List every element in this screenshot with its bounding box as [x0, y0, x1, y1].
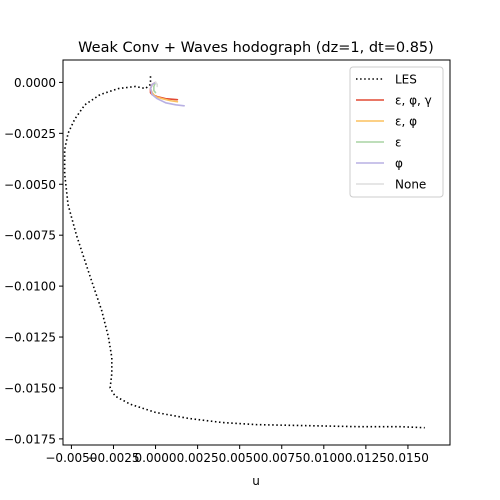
- y-tick-label: −0.0075: [4, 229, 56, 243]
- series-line-3: [153, 81, 157, 94]
- x-tick-label: −0.0025: [87, 451, 139, 465]
- series-line-5: [154, 81, 159, 88]
- x-tick-label: 0.0125: [345, 451, 387, 465]
- legend-label-4: φ: [395, 157, 403, 171]
- x-tick-label: 0.0100: [303, 451, 345, 465]
- legend-label-0: LES: [395, 73, 417, 87]
- x-tick-label: 0.0025: [177, 451, 219, 465]
- y-tick-label: 0.0000: [14, 76, 56, 90]
- y-tick-label: −0.0100: [4, 280, 56, 294]
- y-tick-label: −0.0050: [4, 178, 56, 192]
- y-tick-label: −0.0150: [4, 381, 56, 395]
- legend-label-5: None: [395, 178, 426, 192]
- chart-title: Weak Conv + Waves hodograph (dz=1, dt=0.…: [78, 40, 434, 56]
- plot-frame-border: [62, 59, 451, 446]
- legend-label-2: ε, φ: [395, 115, 417, 129]
- legend-label-3: ε: [395, 136, 402, 150]
- series-line-4: [149, 81, 185, 107]
- x-tick-label: 0.0000: [135, 451, 177, 465]
- legend-label-1: ε, φ, γ: [395, 94, 432, 108]
- y-axis: 0.0000 −0.0025 −0.0050 −0.0075 −0.0100 −0.012…: [4, 76, 63, 446]
- series-layer: [63, 76, 425, 429]
- y-tick-label: −0.0175: [4, 432, 56, 446]
- x-tick-label: 0.0150: [387, 451, 429, 465]
- y-tick-label: −0.0125: [4, 331, 56, 345]
- series-line-0: [63, 76, 425, 429]
- x-tick-label: 0.0050: [219, 451, 261, 465]
- x-tick-label: 0.0075: [261, 451, 303, 465]
- legend: LES ε, φ, γ ε, φ εφ None: [349, 66, 444, 198]
- x-tick-label: −0.0050: [45, 451, 97, 465]
- y-tick-label: −0.0025: [4, 127, 56, 141]
- x-axis-label: u: [252, 474, 260, 488]
